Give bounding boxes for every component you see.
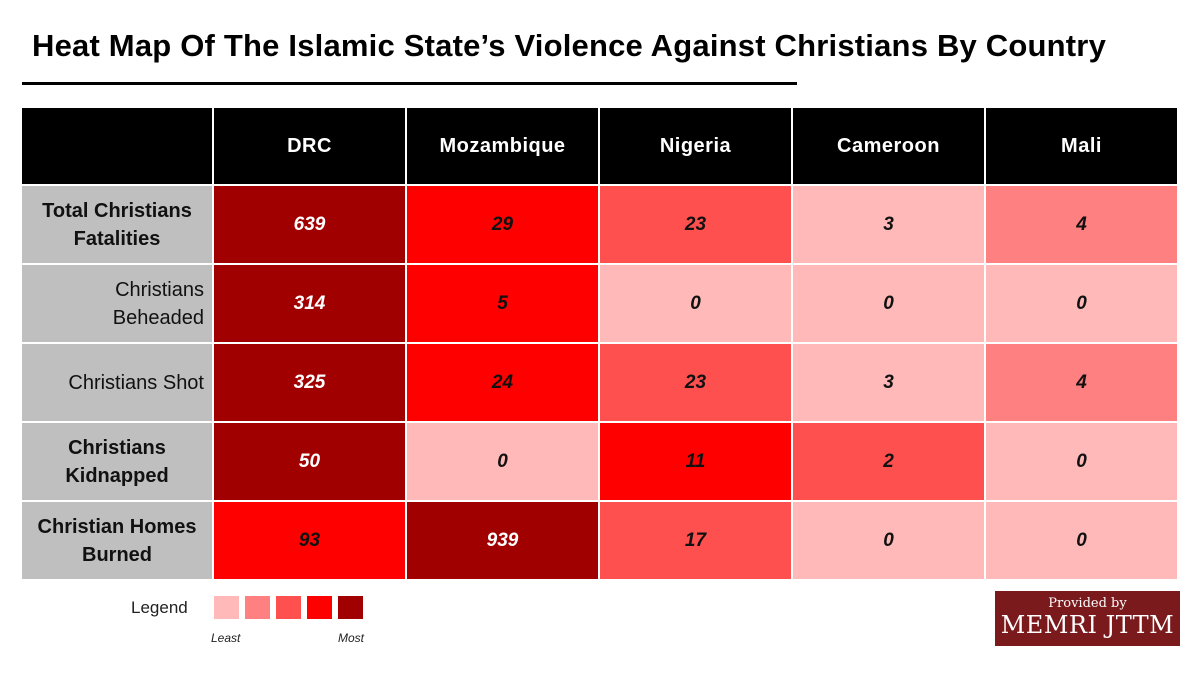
logo-brand: MEMRI JTTM: [1000, 611, 1175, 639]
row-header: Christians Shot: [22, 344, 214, 423]
heatmap-cell: 0: [986, 423, 1179, 502]
column-header: Nigeria: [600, 108, 793, 186]
heatmap-cell: 50: [214, 423, 407, 502]
title-underline: [22, 82, 797, 85]
heatmap-cell: 24: [407, 344, 600, 423]
heatmap-cell: 0: [986, 502, 1179, 581]
heatmap-cell: 939: [407, 502, 600, 581]
legend-swatch: [214, 596, 239, 619]
column-header: Mozambique: [407, 108, 600, 186]
heatmap-cell: 93: [214, 502, 407, 581]
memri-jttm-logo: Provided by MEMRI JTTM: [995, 591, 1180, 646]
legend-label: Legend: [131, 598, 188, 617]
legend-most-label: Most: [338, 631, 365, 645]
chart-title: Heat Map Of The Islamic State’s Violence…: [32, 28, 1107, 63]
heatmap-cell: 29: [407, 186, 600, 265]
legend-swatch: [245, 596, 270, 619]
heatmap-cell: 639: [214, 186, 407, 265]
heatmap-cell: 0: [407, 423, 600, 502]
legend-least-label: Least: [211, 631, 241, 645]
heatmap-table: DRC Mozambique Nigeria Cameroon Mali Total Ch…: [22, 108, 1179, 581]
row-header: Christians Kidnapped: [22, 423, 214, 502]
column-header: DRC: [214, 108, 407, 186]
column-header: Cameroon: [793, 108, 986, 186]
heatmap-cell: 17: [600, 502, 793, 581]
heatmap-cell: 5: [407, 265, 600, 344]
heatmap-cell: 0: [793, 265, 986, 344]
heatmap-cell: 0: [986, 265, 1179, 344]
heatmap-cell: 314: [214, 265, 407, 344]
heatmap-cell: 11: [600, 423, 793, 502]
row-header: Total Christians Fatalities: [22, 186, 214, 265]
heatmap-cell: 2: [793, 423, 986, 502]
legend-swatch: [338, 596, 363, 619]
heatmap-cell: 4: [986, 344, 1179, 423]
table-corner: [22, 108, 214, 186]
legend-swatch: [276, 596, 301, 619]
heatmap-cell: 23: [600, 186, 793, 265]
heatmap-cell: 4: [986, 186, 1179, 265]
legend-swatch: [307, 596, 332, 619]
column-header: Mali: [986, 108, 1179, 186]
heatmap-cell: 0: [793, 502, 986, 581]
legend-swatches: [214, 596, 363, 619]
heatmap-cell: 325: [214, 344, 407, 423]
heatmap-cell: 0: [600, 265, 793, 344]
row-header: Christians Beheaded: [22, 265, 214, 344]
logo-provided-by: Provided by: [1048, 596, 1127, 611]
row-header: Christian Homes Burned: [22, 502, 214, 581]
heatmap-cell: 23: [600, 344, 793, 423]
heatmap-cell: 3: [793, 344, 986, 423]
heatmap-cell: 3: [793, 186, 986, 265]
